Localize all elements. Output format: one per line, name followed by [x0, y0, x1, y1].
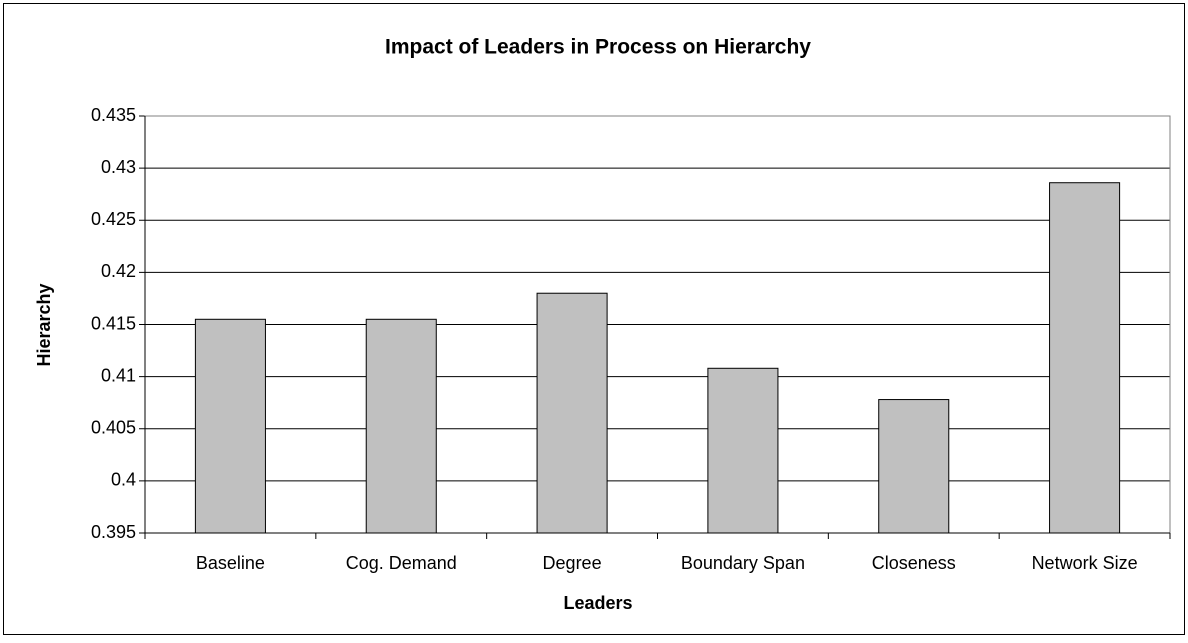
bar: [707, 367, 779, 534]
x-axis-title: Leaders: [563, 593, 632, 613]
x-tick-label: Boundary Span: [681, 553, 805, 573]
y-tick-label: 0.43: [101, 157, 136, 177]
y-axis-title: Hierarchy: [34, 283, 54, 366]
y-tick-label: 0.42: [101, 261, 136, 281]
bar: [194, 318, 266, 534]
x-tick-label: Closeness: [872, 553, 956, 573]
bar: [1049, 182, 1121, 534]
y-tick-label: 0.425: [91, 209, 136, 229]
x-tick-label: Baseline: [196, 553, 265, 573]
bar: [878, 399, 950, 534]
y-tick-label: 0.395: [91, 522, 136, 542]
y-tick-label: 0.415: [91, 313, 136, 333]
y-tick-label: 0.4: [111, 470, 136, 490]
y-tick-label: 0.405: [91, 418, 136, 438]
bar: [536, 292, 608, 534]
chart-title: Impact of Leaders in Process on Hierarch…: [385, 36, 811, 59]
x-tick-label: Degree: [543, 553, 602, 573]
bar: [365, 318, 437, 534]
y-tick-label: 0.435: [91, 105, 136, 125]
x-tick-label: Network Size: [1032, 553, 1138, 573]
x-tick-label: Cog. Demand: [346, 553, 457, 573]
y-tick-label: 0.41: [101, 365, 136, 385]
